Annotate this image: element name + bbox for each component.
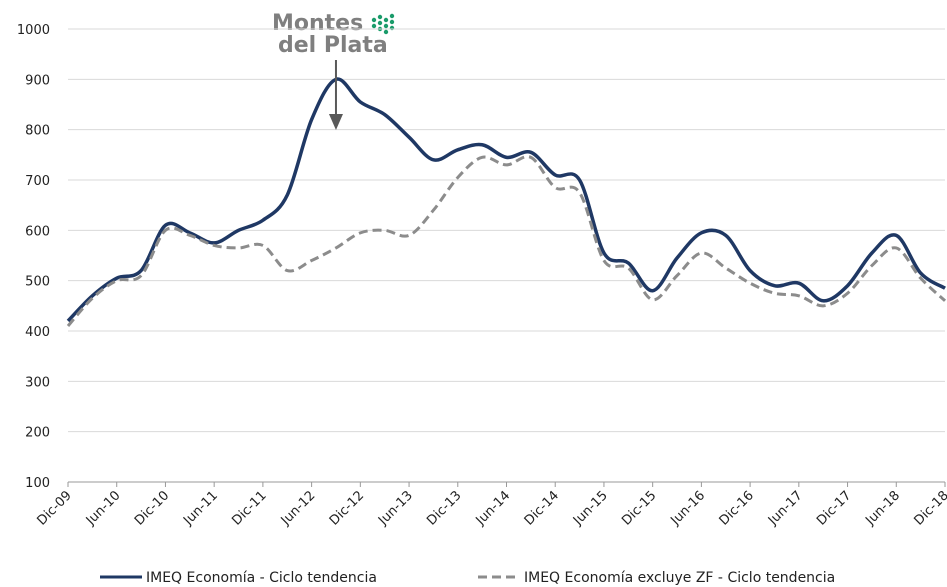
x-tick-label: Jun-11: [180, 488, 221, 529]
logo-text: Montes: [272, 11, 363, 36]
x-tick-label: Jun-10: [83, 488, 124, 529]
x-tick-label: Dic-18: [912, 488, 947, 528]
y-tick-label: 300: [25, 375, 50, 390]
x-tick-label: Jun-16: [668, 488, 709, 529]
x-tick-label: Dic-13: [424, 488, 464, 528]
x-tick-label: Jun-12: [278, 488, 319, 529]
series-line: [66, 77, 946, 323]
x-tick-label: Jun-15: [570, 488, 611, 529]
x-tick-label: Dic-11: [229, 488, 269, 528]
logo-text: del Plata: [278, 33, 388, 58]
logo: Montes del Plata: [272, 11, 395, 58]
annotation-arrowhead: [328, 114, 343, 130]
y-tick-label: 700: [25, 174, 50, 189]
x-tick-label: Dic-09: [35, 488, 75, 528]
x-tick-label: Dic-10: [132, 488, 172, 528]
logo-dots: [371, 13, 395, 35]
x-tick-label: Jun-18: [862, 488, 903, 529]
x-tick-label: Jun-14: [473, 488, 514, 529]
legend-label: IMEQ Economía excluye ZF - Ciclo tendenc…: [524, 570, 835, 586]
x-tick-label: Dic-12: [327, 488, 367, 528]
y-tick-label: 500: [25, 275, 50, 290]
y-tick-label: 800: [25, 124, 50, 139]
x-tick-label: Dic-17: [814, 488, 854, 528]
y-tick-label: 1000: [17, 23, 50, 38]
x-tick-label: Jun-17: [765, 488, 806, 529]
legend-label: IMEQ Economía - Ciclo tendencia: [146, 570, 377, 586]
y-tick-label: 400: [25, 325, 50, 340]
y-tick-label: 900: [25, 73, 50, 88]
series-line: [66, 155, 947, 327]
y-tick-label: 100: [25, 476, 50, 491]
x-tick-label: Jun-13: [375, 488, 416, 529]
x-tick-label: Dic-16: [717, 488, 757, 528]
x-tick-label: Dic-14: [522, 488, 562, 528]
y-tick-label: 200: [25, 426, 50, 441]
x-tick-label: Dic-15: [619, 488, 659, 528]
y-tick-label: 600: [25, 224, 50, 239]
